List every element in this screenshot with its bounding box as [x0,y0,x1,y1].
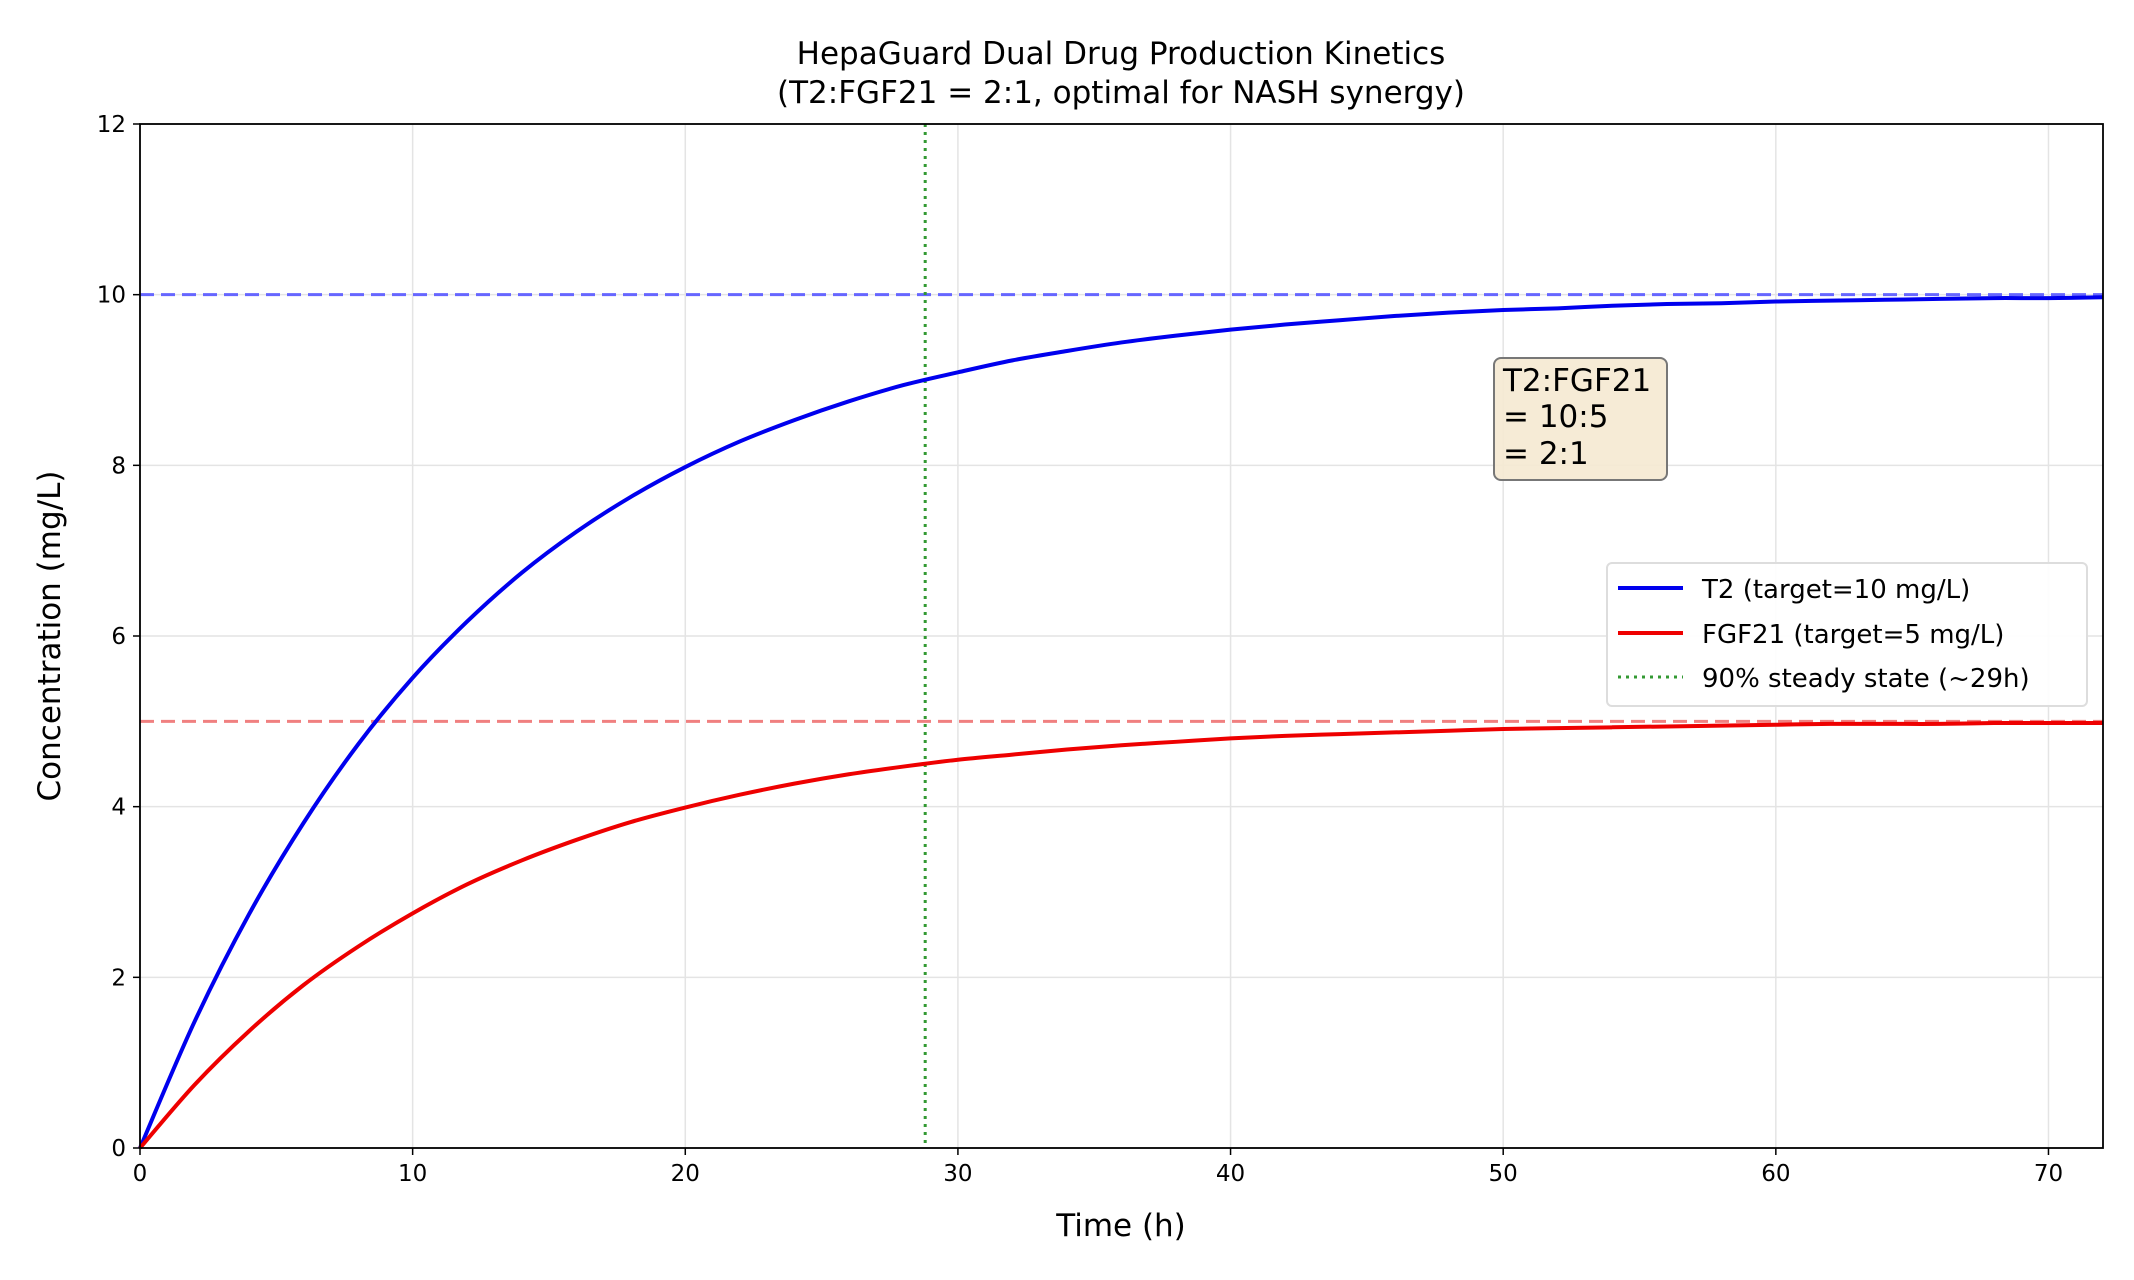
x-tick-label: 30 [943,1161,972,1187]
reference-lines [140,124,2103,1148]
x-tick-label: 40 [1216,1161,1245,1187]
x-tick-label: 0 [133,1161,148,1187]
y-tick-label: 8 [111,453,126,479]
y-tick-label: 4 [111,795,126,821]
y-tick-label: 0 [111,1136,126,1162]
y-tick-label: 10 [97,283,126,309]
x-axis-label: Time (h) [1055,1208,1186,1244]
legend: T2 (target=10 mg/L) FGF21 (target=5 mg/L… [1606,562,2088,707]
grid [139,123,2103,1149]
legend-label-t2: T2 (target=10 mg/L) [1701,575,1970,605]
x-tick-label: 60 [1761,1161,1790,1187]
annotation-line: T2:FGF21 [1502,363,1651,399]
x-tick-label: 70 [2034,1161,2063,1187]
annotation-line: = 10:5 [1503,399,1608,435]
x-tick-label: 20 [671,1161,700,1187]
y-tick-label: 12 [97,112,126,138]
chart-title: HepaGuard Dual Drug Production Kinetics [797,36,1446,72]
ticks: 0 10 20 30 40 50 60 70 0 2 4 6 8 10 12 [97,112,2063,1187]
y-tick-label: 6 [111,624,126,650]
x-tick-label: 10 [398,1161,427,1187]
ratio-annotation: T2:FGF21 = 10:5 = 2:1 [1493,357,1668,481]
series-lines [138,295,2104,1150]
series-line-t2 [138,295,2104,1149]
chart-subtitle: (T2:FGF21 = 2:1, optimal for NASH synerg… [777,75,1465,111]
series-line-fgf21 [138,720,2103,1150]
legend-label-steady-state: 90% steady state (~29h) [1702,664,2030,694]
y-axis-label: Concentration (mg/L) [32,471,68,802]
x-tick-label: 50 [1489,1161,1518,1187]
annotation-line: = 2:1 [1503,436,1589,472]
legend-label-fgf21: FGF21 (target=5 mg/L) [1702,620,2004,650]
y-tick-label: 2 [111,965,126,991]
